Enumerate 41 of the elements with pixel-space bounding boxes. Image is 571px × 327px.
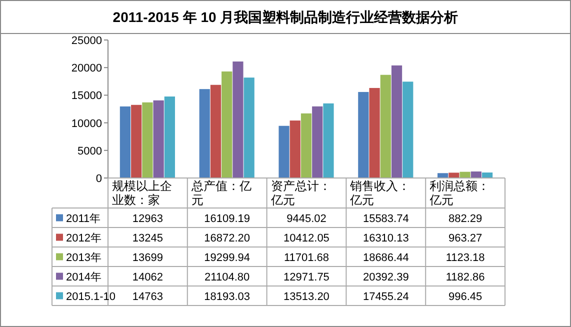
data-label: 1182.86 — [446, 271, 485, 284]
data-label: 11701.68 — [284, 252, 330, 264]
data-label: 996.45 — [448, 290, 482, 303]
category: 利润总额：亿元 — [430, 179, 491, 207]
data-label: 19299.94 — [204, 252, 250, 264]
y-tick-label: 25000 — [71, 35, 102, 47]
data-label: 9445.02 — [286, 212, 326, 225]
data-label: 15583.74 — [362, 212, 409, 225]
data-label: 18686.44 — [362, 252, 409, 264]
title: 2011-2015 年 10 月我国塑料制品制造行业经营数据分析 — [112, 9, 458, 25]
data-label: 16310.13 — [362, 232, 409, 244]
data-label: 12963 — [132, 212, 163, 225]
data-label: 10412.05 — [284, 232, 330, 244]
data-label: 882.29 — [448, 212, 482, 225]
data-label: 18193.03 — [204, 290, 250, 303]
data-label: 16109.19 — [204, 212, 250, 225]
y-tick-label: 20000 — [71, 62, 102, 75]
data-label: 963.27 — [448, 232, 482, 244]
data-label: 13699 — [132, 252, 163, 264]
data-label: 20392.39 — [362, 271, 409, 284]
category: 资产总计：亿元 — [270, 179, 332, 207]
category: 销售收入：亿元 — [350, 179, 412, 207]
y-tick-label: 10000 — [71, 118, 102, 130]
data-label: 1123.18 — [446, 252, 485, 264]
data-label: 12971.75 — [284, 271, 330, 284]
data-label: 13513.20 — [284, 290, 330, 303]
category: 总产值：亿元 — [191, 179, 252, 207]
legend-label: 2014年 — [66, 271, 102, 284]
y-tick-label: 0 — [96, 173, 102, 185]
legend-label: 2015.1-10 — [66, 290, 116, 303]
data-label: 16872.20 — [204, 232, 250, 244]
y-tick-label: 5000 — [78, 145, 102, 158]
legend-label: 2011年 — [66, 212, 101, 225]
data-label: 14062 — [132, 271, 163, 284]
data-label: 14763 — [132, 290, 163, 303]
y-tick-label: 15000 — [71, 90, 102, 102]
data-label: 17455.24 — [362, 290, 409, 303]
legend-label: 2013年 — [66, 252, 102, 264]
data-label: 13245 — [132, 232, 163, 244]
data-label: 21104.80 — [204, 271, 250, 284]
legend-label: 2012年 — [66, 232, 102, 244]
